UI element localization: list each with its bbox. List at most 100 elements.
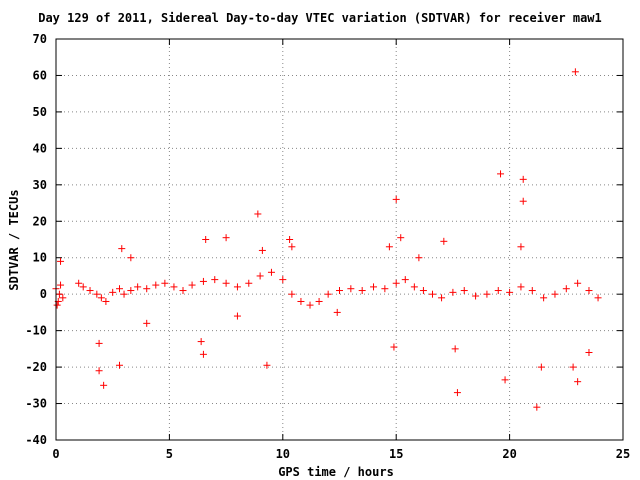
data-point xyxy=(127,287,135,295)
y-tick-label: -40 xyxy=(25,433,47,447)
data-point xyxy=(315,297,323,305)
data-point xyxy=(222,279,230,287)
data-point xyxy=(585,349,593,357)
y-tick-label: -30 xyxy=(25,397,47,411)
data-point xyxy=(472,292,480,300)
data-point xyxy=(288,290,296,298)
data-point xyxy=(199,277,207,285)
data-point xyxy=(179,287,187,295)
data-point xyxy=(506,288,514,296)
chart-title: Day 129 of 2011, Sidereal Day-to-day VTE… xyxy=(38,11,602,25)
data-point xyxy=(438,294,446,302)
data-point xyxy=(197,338,205,346)
data-point xyxy=(152,281,160,289)
axes: -40 -30 -20 -10 0 10 20 30 40 50 60 70 0 5 10 15 20 25 xyxy=(25,32,630,461)
data-point xyxy=(381,285,389,293)
data-point xyxy=(100,381,108,389)
data-point xyxy=(75,279,83,287)
data-point xyxy=(86,287,94,295)
y-tick-label: 50 xyxy=(33,105,47,119)
data-point xyxy=(483,290,491,298)
data-point xyxy=(279,276,287,284)
data-point xyxy=(392,279,400,287)
data-point xyxy=(460,287,468,295)
data-point xyxy=(256,272,264,280)
data-point xyxy=(102,297,110,305)
data-point xyxy=(245,279,253,287)
data-point xyxy=(453,389,461,397)
data-point xyxy=(324,290,332,298)
data-point xyxy=(57,281,65,289)
data-point xyxy=(120,290,128,298)
data-point xyxy=(347,285,355,293)
data-point xyxy=(222,234,230,242)
data-point xyxy=(410,283,418,291)
plot-border xyxy=(55,38,624,441)
data-point xyxy=(419,287,427,295)
data-point xyxy=(306,301,314,309)
data-point xyxy=(569,363,577,371)
data-point xyxy=(519,197,527,205)
data-point xyxy=(551,290,559,298)
data-point xyxy=(585,287,593,295)
data-point xyxy=(397,234,405,242)
data-point xyxy=(517,243,525,251)
data-point xyxy=(288,243,296,251)
data-point xyxy=(497,170,505,178)
x-axis-label: GPS time / hours xyxy=(278,465,394,479)
x-tick-label: 0 xyxy=(52,447,59,461)
x-tick-label: 20 xyxy=(502,447,516,461)
data-point xyxy=(233,312,241,320)
data-point xyxy=(428,290,436,298)
data-point xyxy=(93,290,101,298)
data-point xyxy=(401,276,409,284)
data-point xyxy=(594,294,602,302)
data-point xyxy=(574,378,582,386)
data-point xyxy=(440,237,448,245)
data-points xyxy=(52,68,602,411)
data-point xyxy=(267,268,275,276)
y-tick-label: 60 xyxy=(33,68,47,82)
data-point xyxy=(233,283,241,291)
data-point xyxy=(202,236,210,243)
data-point xyxy=(415,254,423,262)
y-tick-label: 10 xyxy=(33,251,47,265)
data-point xyxy=(95,367,103,375)
data-point xyxy=(392,195,400,203)
data-point xyxy=(143,285,151,293)
data-point xyxy=(286,236,294,243)
x-tick-label: 25 xyxy=(616,447,630,461)
data-point xyxy=(519,175,527,183)
y-axis-label: SDTVAR / TECUs xyxy=(7,189,21,290)
data-point xyxy=(254,210,262,218)
data-point xyxy=(358,287,366,295)
data-point xyxy=(134,283,142,291)
data-point xyxy=(109,288,117,296)
data-point xyxy=(59,294,67,302)
data-point xyxy=(517,283,525,291)
data-point xyxy=(170,283,178,291)
data-point xyxy=(258,246,266,254)
data-point xyxy=(333,308,341,316)
data-point xyxy=(574,279,582,287)
y-tick-label: 40 xyxy=(33,141,47,155)
y-tick-label: 30 xyxy=(33,178,47,192)
data-point xyxy=(501,376,509,384)
data-point xyxy=(390,343,398,351)
y-tick-label: 20 xyxy=(33,214,47,228)
data-point xyxy=(211,276,219,284)
data-point xyxy=(143,319,151,327)
data-point xyxy=(451,345,459,353)
data-point xyxy=(118,245,126,253)
data-point xyxy=(97,294,105,302)
data-point xyxy=(494,287,502,295)
data-point xyxy=(53,301,61,309)
data-point xyxy=(57,257,65,265)
data-point xyxy=(571,68,579,76)
data-point xyxy=(127,254,135,262)
data-point xyxy=(370,283,378,291)
data-point xyxy=(188,281,196,289)
y-tick-label: -10 xyxy=(25,324,47,338)
